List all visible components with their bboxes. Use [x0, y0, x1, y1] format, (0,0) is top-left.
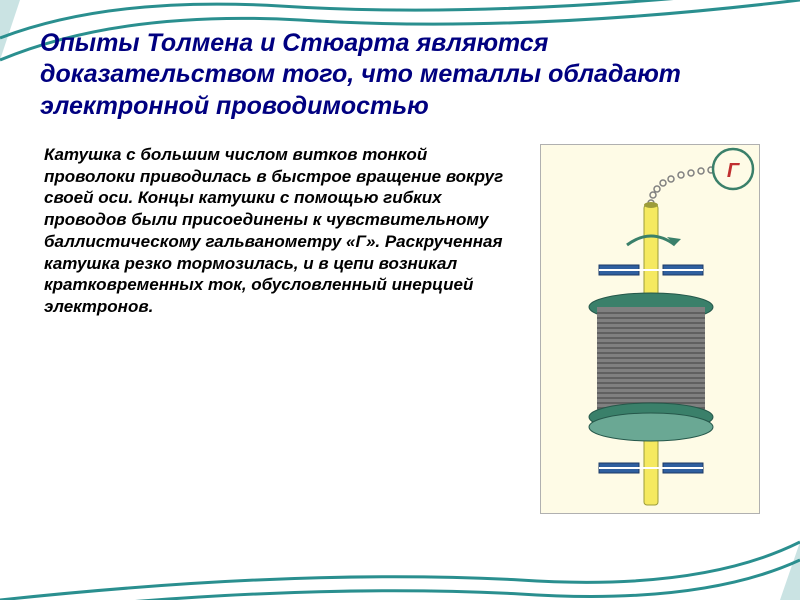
slide-title: Опыты Толмена и Стюарта являются доказат… [40, 28, 760, 122]
corner-decoration-bottom [0, 520, 800, 600]
slide-body-text: Катушка с большим числом витков тонкой п… [40, 144, 514, 318]
svg-text:Г: Г [727, 160, 741, 182]
experiment-figure: Г [540, 144, 760, 514]
